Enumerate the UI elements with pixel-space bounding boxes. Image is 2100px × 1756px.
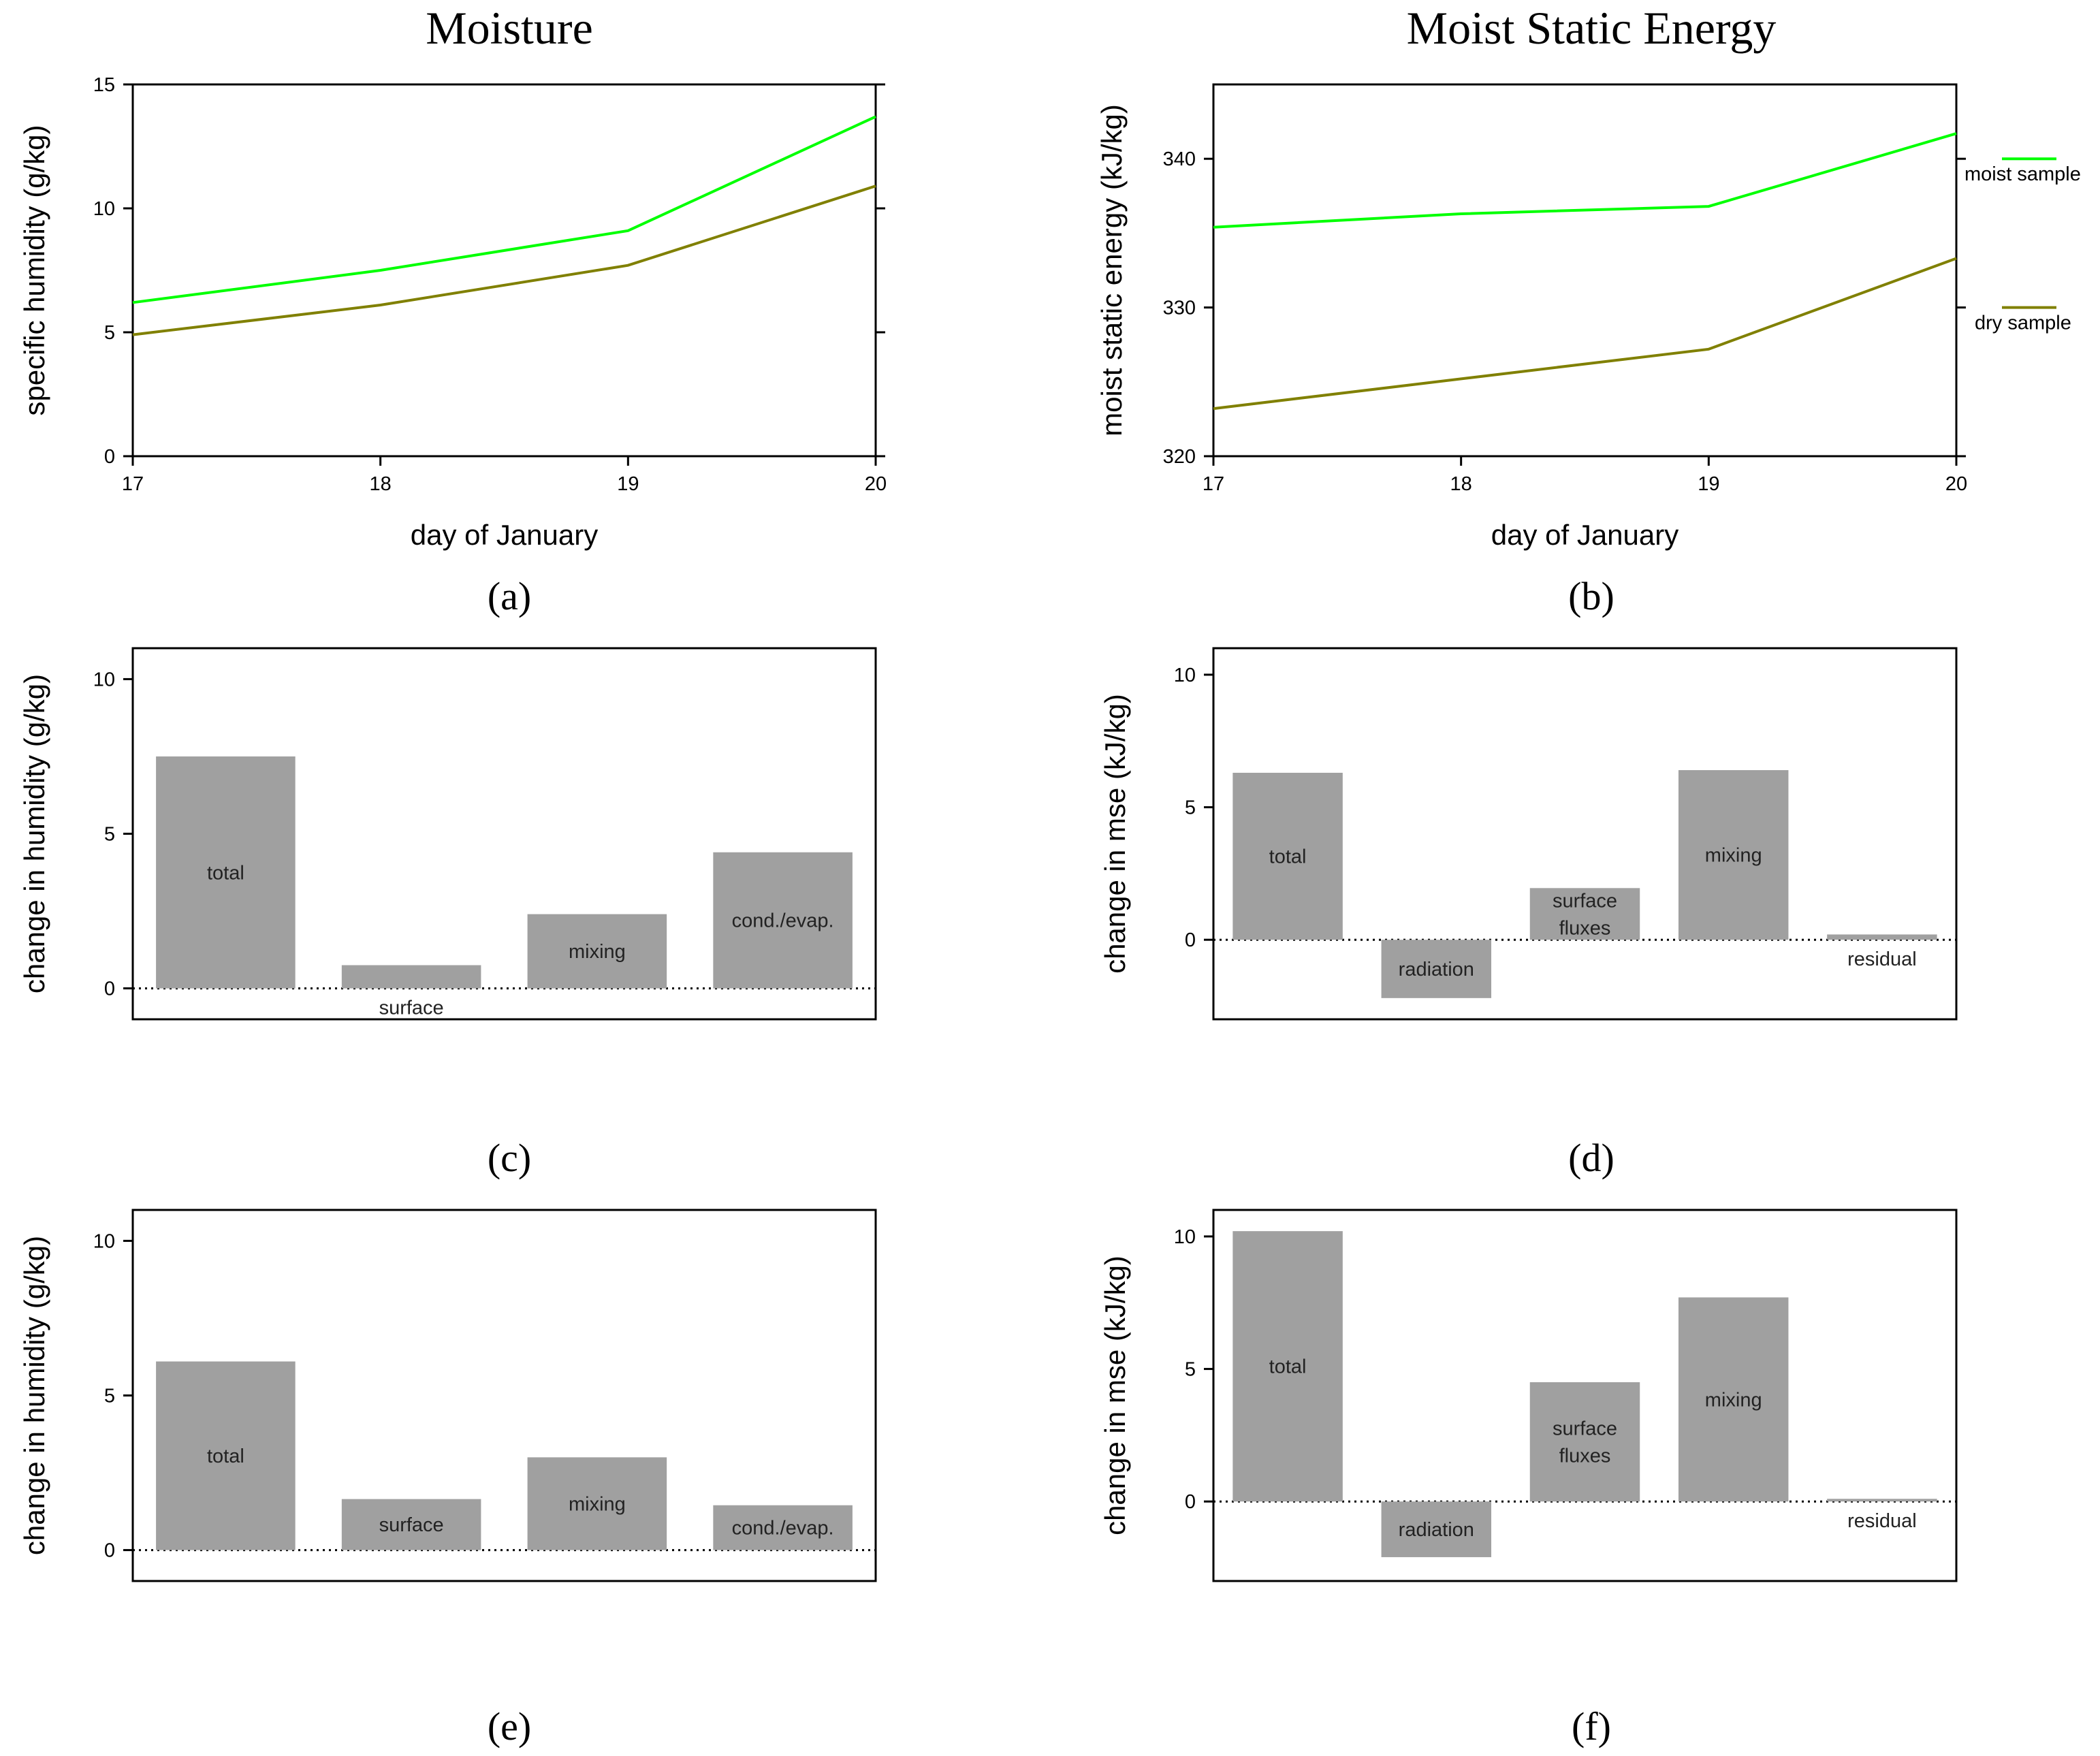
bar-label: surface xyxy=(379,1514,444,1536)
panel-tag-f: (f) xyxy=(1572,1704,1611,1749)
bar-label: mixing xyxy=(1705,845,1762,867)
series-line-moist-sample xyxy=(1213,132,1957,229)
y-tick-label: 15 xyxy=(93,74,115,96)
bar-total xyxy=(156,1361,296,1550)
panel-tag-e: (e) xyxy=(488,1704,531,1749)
bar-mixing xyxy=(527,914,667,989)
x-tick-label: 20 xyxy=(865,473,887,495)
x-tick-label: 19 xyxy=(617,473,639,495)
bar-surface-fluxes xyxy=(1529,888,1640,940)
panel-tag-b: (b) xyxy=(1568,574,1614,618)
panel-b-moist-static-energy-chart: 320 330 340 moist static energy (kJ/kg) 17 18… xyxy=(1096,83,2081,551)
bar-label: surface fluxes xyxy=(1553,1418,1617,1467)
series-line-moist-sample xyxy=(132,115,876,304)
bar-radiation xyxy=(1381,940,1492,998)
bar-total xyxy=(1232,1231,1343,1502)
bar-mixing xyxy=(1678,770,1789,940)
y-axis-label: moist static energy (kJ/kg) xyxy=(1096,104,1128,436)
panel-e-humidity-budget-chart: 0 5 10 change in humidity (g/kg) total surfac… xyxy=(18,1209,877,1582)
legend-label-moist: moist sample xyxy=(1964,163,2081,185)
y-tick-label: 10 xyxy=(93,1230,115,1252)
x-tick-label: 17 xyxy=(122,473,144,495)
y-axis-label: specific humidity (g/kg) xyxy=(18,125,50,415)
bar-cond-evap xyxy=(713,1505,853,1550)
y-tick-label: 320 xyxy=(1163,446,1196,468)
series-line-dry-sample xyxy=(1213,257,1957,411)
bar-residual xyxy=(1827,934,1937,940)
bar-label: cond./evap. xyxy=(732,910,834,932)
panel-d-mse-budget-chart: 0 5 10 change in mse (kJ/kg) total radiation s… xyxy=(1099,647,1958,1021)
y-tick-label: 5 xyxy=(1185,797,1196,819)
bar-surface xyxy=(341,965,481,989)
bar-radiation xyxy=(1381,1501,1492,1557)
y-tick-label: 330 xyxy=(1163,298,1196,319)
bar-label: radiation xyxy=(1399,959,1474,980)
plot-frame xyxy=(1212,1209,1958,1582)
y-tick-label: 0 xyxy=(104,446,115,468)
plot-frame xyxy=(131,83,877,458)
y-axis-label: change in mse (kJ/kg) xyxy=(1099,1256,1131,1535)
bar-label: mixing xyxy=(569,1493,626,1515)
bar-label: radiation xyxy=(1399,1519,1474,1541)
x-tick-label: 18 xyxy=(370,473,392,495)
bar-label: surface fluxes xyxy=(1553,890,1617,939)
panel-c-humidity-budget-chart: 0 5 10 change in humidity (g/kg) total surfac… xyxy=(18,647,877,1021)
bar-mixing xyxy=(1678,1297,1789,1502)
bar-total xyxy=(156,756,296,989)
x-tick-label: 18 xyxy=(1450,473,1472,495)
y-tick-label: 10 xyxy=(93,669,115,690)
series-line-dry-sample xyxy=(132,185,876,336)
y-tick-label: 0 xyxy=(104,978,115,1000)
panel-a-specific-humidity-chart: 0 5 10 15 specific humidity (g/kg) 17 18 19 20 da… xyxy=(18,74,887,551)
x-tick-label: 20 xyxy=(1945,473,1967,495)
bar-label: residual xyxy=(1847,948,1917,970)
x-axis-label: day of January xyxy=(411,519,599,551)
x-axis-label: day of January xyxy=(1491,519,1679,551)
y-tick-label: 5 xyxy=(104,1386,115,1407)
y-tick-label: 10 xyxy=(1174,665,1196,686)
bar-total xyxy=(1232,772,1343,940)
bar-residual xyxy=(1827,1499,1937,1502)
y-tick-label: 10 xyxy=(93,198,115,220)
bar-label: cond./evap. xyxy=(732,1518,834,1539)
bar-surface xyxy=(341,1499,481,1550)
x-tick-label: 17 xyxy=(1203,473,1224,495)
y-tick-label: 340 xyxy=(1163,148,1196,170)
y-axis-label: change in mse (kJ/kg) xyxy=(1099,694,1131,974)
bar-label: total xyxy=(207,1446,244,1467)
y-axis-label: change in humidity (g/kg) xyxy=(18,674,50,993)
bar-label: surface xyxy=(379,997,444,1019)
x-tick-label: 19 xyxy=(1698,473,1719,495)
y-tick-label: 5 xyxy=(1185,1359,1196,1381)
plot-frame xyxy=(1212,647,1958,1021)
bar-cond-evap xyxy=(713,852,853,989)
legend-label-dry: dry sample xyxy=(1975,313,2071,334)
moisture-column-title: Moisture xyxy=(426,2,593,54)
y-tick-label: 5 xyxy=(104,824,115,846)
y-tick-label: 5 xyxy=(104,322,115,344)
bar-surface-fluxes xyxy=(1529,1382,1640,1502)
y-tick-label: 0 xyxy=(104,1540,115,1562)
bar-label: total xyxy=(207,862,244,884)
bar-label: mixing xyxy=(1705,1389,1762,1411)
panel-tag-d: (d) xyxy=(1568,1136,1614,1180)
y-tick-label: 10 xyxy=(1174,1226,1196,1248)
bar-label: total xyxy=(1269,846,1307,868)
panel-tag-c: (c) xyxy=(488,1136,531,1180)
y-tick-label: 0 xyxy=(1185,1491,1196,1513)
panel-f-mse-budget-chart: 0 5 10 change in mse (kJ/kg) total radiation s… xyxy=(1099,1209,1958,1582)
bar-label: total xyxy=(1269,1356,1307,1378)
panel-tag-a: (a) xyxy=(488,574,531,618)
mse-column-title: Moist Static Energy xyxy=(1407,2,1777,54)
bar-label: residual xyxy=(1847,1510,1917,1532)
plot-frame xyxy=(1212,83,1958,458)
y-axis-label: change in humidity (g/kg) xyxy=(18,1236,50,1555)
y-tick-label: 0 xyxy=(1185,929,1196,951)
bar-label: mixing xyxy=(569,941,626,963)
bar-mixing xyxy=(527,1457,667,1550)
